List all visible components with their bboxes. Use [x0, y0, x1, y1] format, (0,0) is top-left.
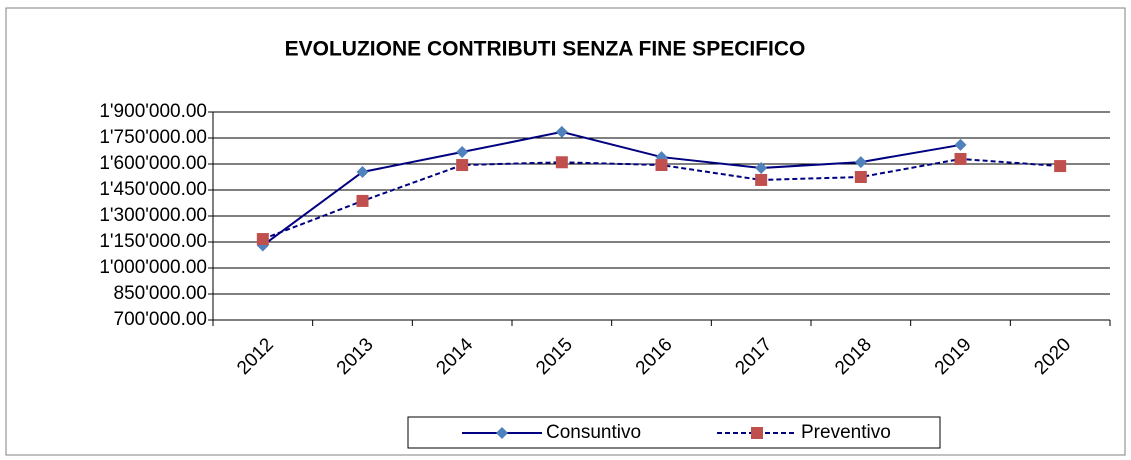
data-point	[356, 194, 369, 207]
data-point	[256, 233, 269, 246]
data-point	[854, 156, 867, 169]
data-point	[456, 146, 469, 159]
legend-marker	[496, 427, 508, 439]
data-point	[954, 152, 967, 165]
y-tick-label: 1'450'000.00	[99, 179, 207, 200]
y-tick-label: 1'000'000.00	[99, 257, 207, 278]
chart-title: EVOLUZIONE CONTRIBUTI SENZA FINE SPECIFI…	[285, 38, 806, 61]
data-point	[555, 156, 568, 169]
y-tick-label: 1'300'000.00	[99, 205, 207, 226]
legend-label: Preventivo	[801, 422, 891, 443]
data-point	[655, 159, 668, 172]
y-tick-label: 850'000.00	[114, 283, 207, 304]
data-point	[555, 125, 568, 138]
y-tick-label: 1'900'000.00	[99, 101, 207, 122]
y-tick-label: 700'000.00	[114, 309, 207, 330]
data-point	[755, 161, 768, 174]
y-tick-label: 1'750'000.00	[99, 127, 207, 148]
data-point	[755, 173, 768, 186]
y-tick-label: 1'600'000.00	[99, 153, 207, 174]
legend-marker	[751, 427, 763, 439]
data-point	[456, 159, 469, 172]
series-line	[262, 130, 961, 247]
data-point	[1054, 160, 1067, 173]
data-point	[954, 138, 967, 151]
chart-border	[5, 7, 1126, 456]
legend-label: Consuntivo	[546, 422, 641, 443]
data-point	[356, 165, 369, 178]
y-tick-label: 1'150'000.00	[99, 231, 207, 252]
data-point	[854, 171, 867, 183]
